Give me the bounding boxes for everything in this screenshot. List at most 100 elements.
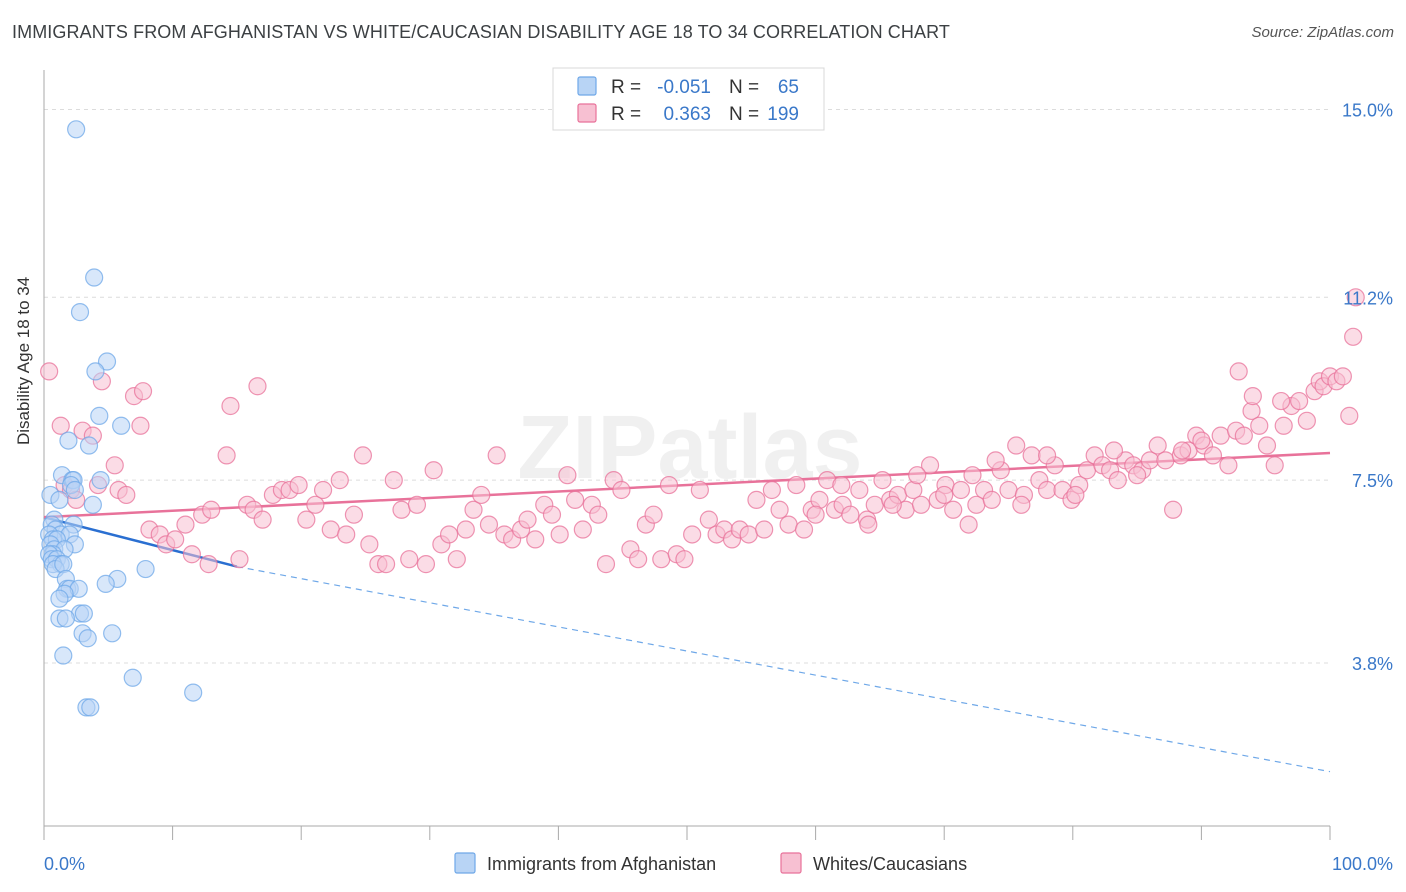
white-point bbox=[683, 525, 702, 544]
white-point bbox=[1156, 451, 1175, 470]
white-point bbox=[542, 505, 562, 524]
white-point bbox=[982, 490, 1001, 509]
white-point bbox=[337, 525, 356, 544]
chart-title: IMMIGRANTS FROM AFGHANISTAN VS WHITE/CAU… bbox=[12, 22, 950, 42]
white-point bbox=[199, 555, 218, 574]
white-point bbox=[1257, 436, 1277, 455]
white-point bbox=[1066, 485, 1085, 505]
white-point bbox=[1022, 446, 1041, 465]
white-point bbox=[1234, 426, 1253, 445]
white-point bbox=[865, 495, 884, 514]
white-legend-label: Whites/Caucasians bbox=[813, 854, 967, 874]
white-point bbox=[1344, 327, 1363, 346]
white-point bbox=[1148, 436, 1167, 455]
afghanistan-point bbox=[74, 604, 93, 623]
white-point bbox=[321, 520, 340, 539]
afghanistan-swatch bbox=[577, 76, 597, 96]
white-point bbox=[1274, 416, 1293, 435]
white-point bbox=[51, 416, 70, 435]
y-tick-labels: 3.8% 7.5% 11.2% 15.0% bbox=[1342, 101, 1393, 674]
white-point bbox=[479, 515, 499, 534]
white-point bbox=[850, 480, 869, 500]
afghanistan-point bbox=[67, 120, 86, 139]
white-point bbox=[770, 500, 789, 519]
white-point bbox=[810, 490, 829, 509]
afghanistan-point bbox=[79, 436, 99, 455]
white-point bbox=[699, 510, 718, 529]
white-point bbox=[589, 505, 608, 524]
afghanistan-point bbox=[112, 416, 131, 435]
white-point bbox=[566, 490, 585, 509]
afghanistan-point bbox=[81, 698, 100, 717]
r-label: R = bbox=[611, 104, 641, 125]
afghanistan-point bbox=[86, 362, 105, 381]
white-point bbox=[573, 520, 592, 539]
white-point bbox=[447, 550, 466, 569]
white-point bbox=[659, 475, 679, 495]
white-point bbox=[1340, 406, 1359, 425]
data-points bbox=[40, 120, 1365, 717]
afghanistan-point bbox=[184, 683, 203, 702]
x-tick-label: 0.0% bbox=[44, 854, 85, 874]
afghanistan-point bbox=[136, 559, 155, 579]
white-point bbox=[289, 475, 308, 495]
white-point bbox=[416, 555, 436, 574]
white-point bbox=[392, 500, 411, 519]
white-point bbox=[1346, 288, 1365, 307]
white-point bbox=[360, 535, 379, 554]
white-point bbox=[384, 471, 403, 490]
white-point bbox=[166, 530, 185, 549]
watermark: ZIPatlas bbox=[517, 398, 862, 498]
afghanistan-point bbox=[50, 589, 69, 608]
afghanistan-point bbox=[56, 609, 75, 628]
afghanistan-point bbox=[54, 646, 73, 665]
white-point bbox=[963, 466, 982, 485]
afghanistan-point bbox=[83, 495, 102, 514]
afghanistan-point bbox=[91, 471, 110, 490]
white-point bbox=[873, 471, 892, 490]
white-point bbox=[1297, 411, 1316, 430]
white-point bbox=[306, 495, 325, 514]
white-point bbox=[1164, 500, 1183, 519]
white-point bbox=[762, 480, 781, 500]
white-point bbox=[832, 475, 851, 495]
white-point bbox=[131, 416, 150, 435]
white-point bbox=[920, 456, 940, 475]
white-point bbox=[612, 480, 631, 500]
white-point bbox=[182, 545, 201, 564]
white-point bbox=[1037, 480, 1057, 500]
y-tick-label: 7.5% bbox=[1352, 471, 1393, 491]
x-tick-label: 100.0% bbox=[1332, 854, 1393, 874]
source-label: Source: ZipAtlas.com bbox=[1251, 24, 1394, 41]
white-point bbox=[297, 510, 316, 529]
white-point bbox=[1104, 441, 1124, 460]
y-tick-label: 15.0% bbox=[1342, 101, 1393, 121]
white-point bbox=[248, 377, 267, 396]
white-point bbox=[558, 466, 577, 485]
white-point bbox=[1272, 391, 1291, 411]
white-point bbox=[1203, 446, 1223, 465]
stats-legend: R = -0.051 N = 65 R = 0.363 N = 199 bbox=[552, 67, 825, 131]
white-point bbox=[779, 515, 798, 534]
white-point bbox=[690, 480, 709, 500]
white-point bbox=[1219, 456, 1238, 475]
white-legend-swatch bbox=[780, 852, 802, 874]
white-point bbox=[999, 480, 1018, 500]
white-point bbox=[959, 515, 978, 534]
r-value: -0.051 bbox=[657, 77, 711, 98]
afghanistan-point bbox=[97, 352, 117, 371]
white-point bbox=[1108, 471, 1127, 490]
white-point bbox=[105, 456, 124, 475]
white-point bbox=[1173, 441, 1192, 460]
afghanistan-point bbox=[70, 303, 90, 322]
white-point bbox=[376, 555, 396, 574]
r-value: 0.363 bbox=[663, 104, 711, 125]
afghanistan-point bbox=[123, 668, 142, 687]
white-point bbox=[911, 495, 931, 514]
n-label: N = bbox=[729, 104, 759, 125]
afghanistan-legend-swatch bbox=[454, 852, 476, 874]
white-point bbox=[1290, 391, 1309, 411]
afghanistan-legend-label: Immigrants from Afghanistan bbox=[487, 854, 716, 874]
white-point bbox=[1333, 367, 1352, 386]
white-point bbox=[330, 471, 349, 490]
